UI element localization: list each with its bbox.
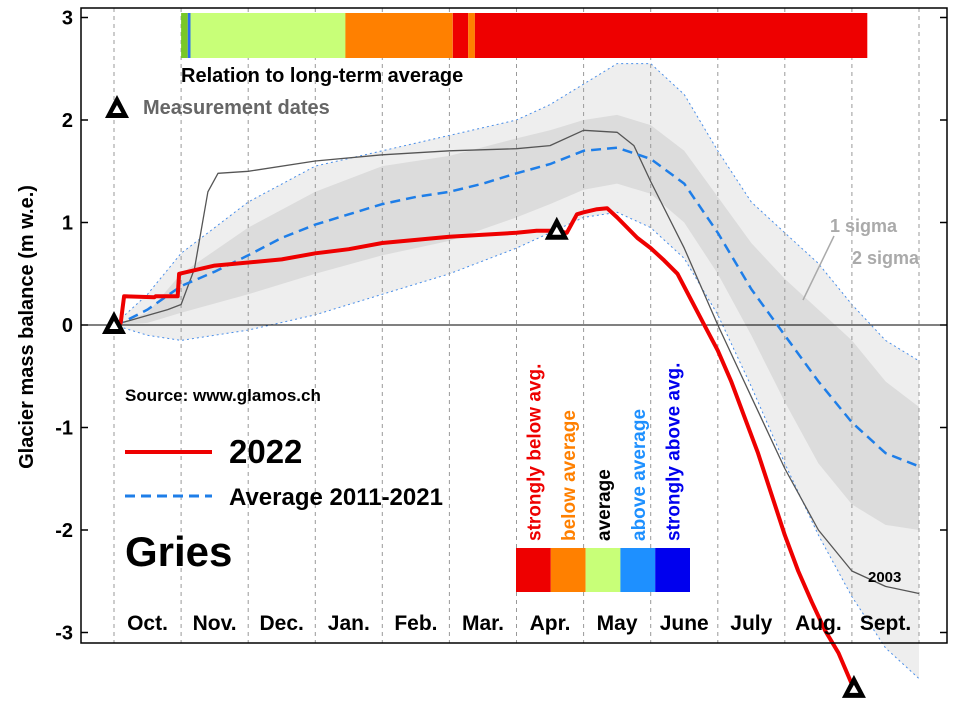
relation-segment [468,13,475,58]
category-label: above average [629,409,650,541]
relation-segment [190,13,346,58]
y-tick-label: -1 [55,418,73,440]
category-swatch [620,548,656,592]
x-tick-label: Apr. [530,612,571,635]
category-label: average [594,469,615,541]
relation-segment [181,13,188,58]
y-tick-label: 2 [62,110,73,132]
category-label: strongly below avg. [524,364,545,541]
band-2-sigma-upper-outline [113,63,920,362]
legend-average-label: Average 2011-2021 [229,484,443,511]
legend-2022-label: 2022 [229,433,302,470]
x-tick-label: May [597,612,638,635]
category-swatch [655,548,690,592]
category-swatch [585,548,621,592]
relation-segment [187,13,191,58]
relation-bar [181,13,868,58]
source-label: Source: www.glamos.ch [125,386,321,405]
y-tick-label: 3 [62,8,73,30]
x-tick-label: June [660,612,709,635]
series-line-2003 [113,129,920,595]
sigma-1-label: 1 sigma [830,216,898,236]
chart-title: Gries [125,528,232,575]
legend: 2022 Average 2011-2021 [125,433,443,511]
y-axis-label: Glacier mass balance (m w.e.) [16,185,38,469]
series-line-average-2011-2021 [113,146,920,468]
relation-segment [345,13,453,58]
x-tick-label: Feb. [394,612,437,635]
category-swatch [550,548,586,592]
measurement-marker-inner [849,684,859,693]
x-tick-label: Oct. [127,612,168,635]
x-tick-label: July [730,612,772,635]
axes: 3 2 1 0 -1 -2 -3 Oct. Nov. Dec. Jan. Feb. Mar. Apr. Ma… [55,7,948,645]
series-lines [113,129,920,690]
y-tick-label: -2 [55,520,73,542]
relation-segment [474,13,868,58]
relation-segment [452,13,469,58]
x-tick-label: Jan. [328,612,370,635]
y-tick-label: 0 [62,315,73,337]
sigma-2-label: 2 sigma [852,248,920,268]
measurement-markers [102,95,866,698]
x-tick-label: Sept. [860,612,911,635]
measurement-legend-marker-inner [112,105,122,113]
y-tick-label: -3 [55,623,73,645]
measurement-marker-inner [552,226,562,235]
category-label: strongly above avg. [664,363,685,541]
series-line-2022 [113,206,856,690]
relation-bar-label: Relation to long-term average [181,65,463,87]
y-tick-label: 1 [62,213,73,235]
x-tick-label: Mar. [462,612,504,635]
year-2003-label: 2003 [868,569,901,586]
month-gridlines [113,8,920,643]
sigma-labels: 1 sigma 2 sigma [802,216,920,301]
category-label: below average [559,410,580,541]
measurement-dates-label: Measurement dates [143,97,330,119]
x-tick-label: Nov. [193,612,237,635]
x-tick-label: Dec. [260,612,304,635]
category-legend: strongly below avg. below average average a… [516,363,690,592]
category-swatch [516,548,551,592]
x-tick-label: Aug. [795,612,842,635]
measurement-marker-inner [109,321,119,329]
sigma-pointer-line [802,235,835,301]
